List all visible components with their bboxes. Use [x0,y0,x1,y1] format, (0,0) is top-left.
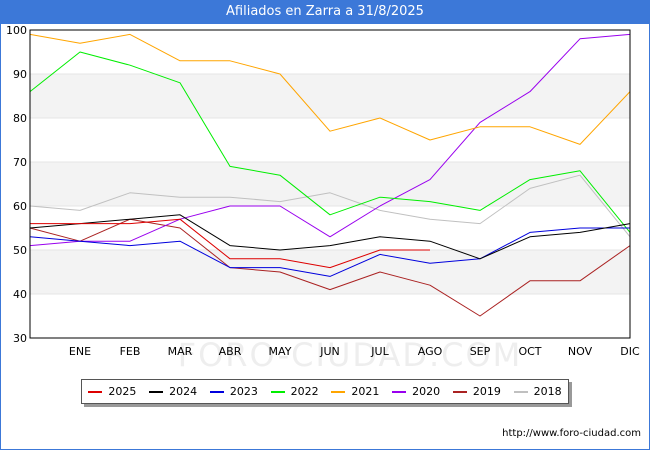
y-tick-label: 80 [13,112,27,125]
x-tick-label: ENE [69,345,91,358]
plot-border [29,29,631,339]
legend-item-2021: 2021 [331,385,379,398]
grid-band [30,250,630,294]
legend-swatch [209,390,224,393]
legend-swatch [270,390,285,393]
legend-item-2025: 2025 [88,385,136,398]
x-tick-label: MAY [269,345,292,358]
x-tick-label: JUL [370,345,389,358]
legend-label: 2020 [412,385,441,398]
y-tick-label: 30 [13,332,27,345]
y-tick-label: 50 [13,244,27,257]
x-tick-label: MAR [168,345,193,358]
series-line-2018 [29,174,631,238]
series-line-2020 [29,33,631,247]
legend-label: 2018 [533,385,562,398]
legend-item-2023: 2023 [209,385,258,398]
series-line-2023 [29,227,630,277]
legend-item-2019: 2019 [452,385,501,398]
x-tick-label: JUN [319,345,340,358]
y-tick-label: 100 [6,24,27,37]
series-line-2022 [29,51,631,233]
x-tick-label: DIC [620,345,640,358]
x-tick-label: OCT [518,345,541,358]
legend-item-2022: 2022 [270,385,319,398]
legend-item-2018: 2018 [513,385,562,398]
y-tick-label: 90 [13,68,27,81]
grid-band [30,74,630,118]
grid-band [30,162,630,206]
source-credit: http://www.foro-ciudad.com [502,428,641,439]
legend-swatch [392,390,407,393]
legend-swatch [149,390,164,393]
legend-swatch [452,390,467,393]
y-tick-label: 60 [13,200,27,213]
legend-item-2024: 2024 [149,385,197,398]
legend-swatch [513,390,528,393]
legend-label: 2019 [472,385,501,398]
legend-swatch [331,390,346,393]
watermark-text: FORO-CIUDAD.COM [178,336,523,374]
x-tick-label: SEP [470,345,491,358]
series-line-2024 [29,214,631,260]
y-tick-label: 40 [13,288,27,301]
series-line-2021 [29,33,631,145]
legend-label: 2022 [290,385,319,398]
x-tick-label: AGO [418,345,443,358]
series-line-2025 [30,218,430,269]
legend-item-2020: 2020 [392,385,440,398]
y-tick-label: 70 [13,156,27,169]
legend-swatch [88,390,103,393]
legend-label: 2024 [169,385,198,398]
x-tick-label: NOV [568,345,593,358]
chart-legend: 2025 2024 2023 2022 2021 2020 2019 2018 [81,379,569,404]
legend-label: 2023 [229,385,258,398]
x-tick-label: FEB [120,345,141,358]
chart-title: Afiliados en Zarra a 31/8/2025 [0,0,650,24]
legend-label: 2021 [351,385,380,398]
x-tick-label: ABR [219,345,242,358]
legend-label: 2025 [108,385,137,398]
